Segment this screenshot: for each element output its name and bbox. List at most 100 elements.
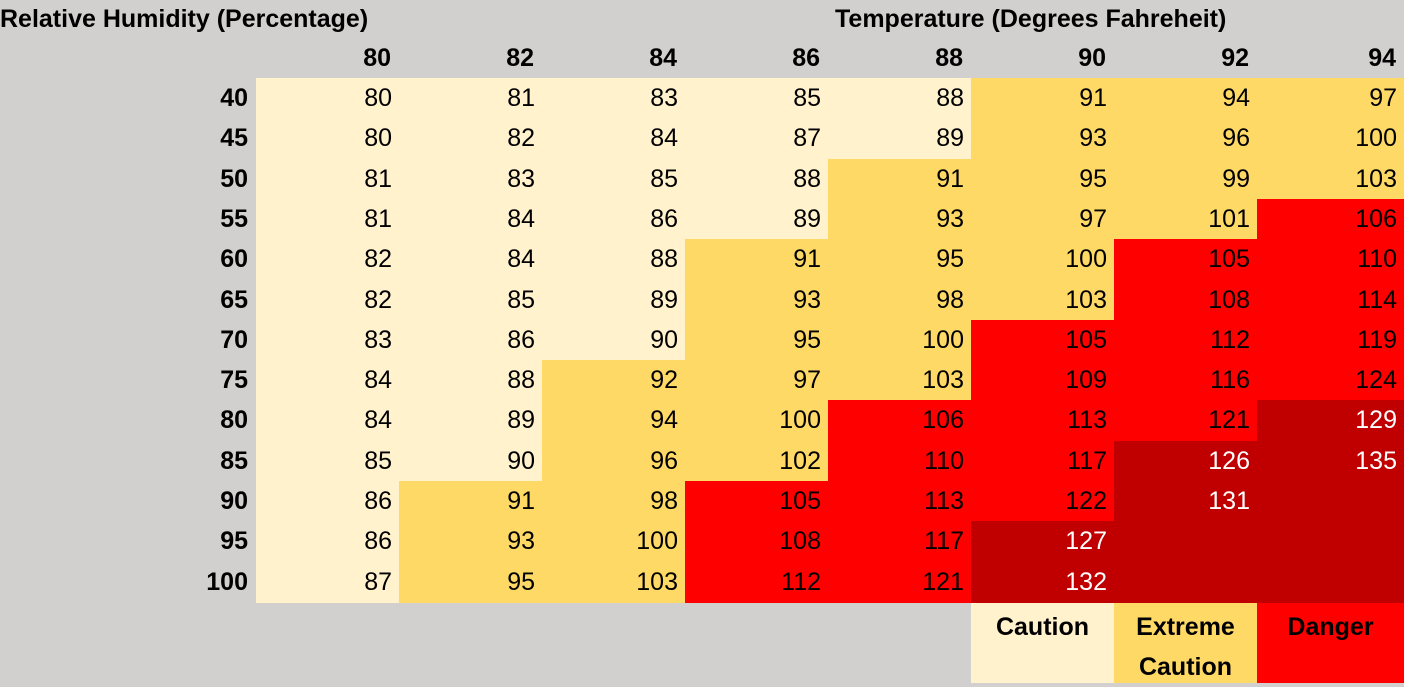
col-axis-label: Temperature (Degrees Fahreheit)	[835, 5, 1227, 33]
heat-cell-80-86: 100	[685, 400, 829, 442]
heat-cell-40-92: 94	[1114, 78, 1258, 120]
heat-cell-100-94	[1257, 561, 1404, 603]
heat-cell-50-94: 103	[1257, 158, 1404, 200]
heat-cell-50-80: 81	[256, 158, 400, 200]
heat-cell-60-86: 91	[685, 239, 829, 281]
heat-cell-45-88: 89	[828, 118, 972, 160]
heat-cell-100-92	[1114, 561, 1258, 603]
heat-cell-50-88: 91	[828, 158, 972, 200]
heat-cell-75-92: 116	[1114, 360, 1258, 402]
heat-cell-75-88: 103	[828, 360, 972, 402]
heat-cell-85-92: 126	[1114, 440, 1258, 482]
row-header-100: 100	[206, 567, 248, 596]
heat-cell-80-84: 94	[542, 400, 686, 442]
heat-cell-40-90: 91	[971, 78, 1115, 120]
heat-cell-40-82: 81	[399, 78, 543, 120]
heat-cell-50-86: 88	[685, 158, 829, 200]
heat-cell-90-82: 91	[399, 481, 543, 523]
heat-cell-50-84: 85	[542, 158, 686, 200]
heat-cell-95-86: 108	[685, 521, 829, 563]
legend-label-line: Danger	[1287, 613, 1374, 641]
heat-cell-95-80: 86	[256, 521, 400, 563]
heat-cell-95-94	[1257, 521, 1404, 563]
heat-cell-40-86: 85	[685, 78, 829, 120]
heat-cell-55-82: 84	[399, 198, 543, 241]
heat-cell-40-88: 88	[828, 78, 972, 120]
heat-cell-80-82: 89	[399, 400, 543, 442]
heat-cell-60-90: 100	[971, 239, 1115, 281]
heat-cell-85-88: 110	[828, 440, 972, 482]
heat-cell-60-92: 105	[1114, 239, 1258, 281]
heat-cell-70-84: 90	[542, 319, 686, 362]
heat-cell-95-82: 93	[399, 521, 543, 563]
heat-cell-70-88: 100	[828, 319, 972, 362]
heat-cell-65-86: 93	[685, 279, 829, 321]
heat-cell-55-88: 93	[828, 198, 972, 241]
col-header-92: 92	[1221, 44, 1249, 72]
heat-cell-55-94: 106	[1257, 198, 1404, 241]
row-axis-label: Relative Humidity (Percentage)	[0, 5, 369, 33]
col-header-90: 90	[1078, 44, 1106, 72]
col-header-82: 82	[506, 44, 534, 72]
heat-cell-45-94: 100	[1257, 118, 1404, 160]
heat-cell-60-88: 95	[828, 239, 972, 281]
col-header-88: 88	[935, 44, 963, 72]
heat-cell-70-80: 83	[256, 319, 400, 362]
heat-cell-85-82: 90	[399, 440, 543, 482]
heat-cell-100-84: 103	[542, 561, 686, 603]
heat-cell-90-94	[1257, 481, 1404, 523]
heat-cell-40-94: 97	[1257, 78, 1404, 120]
col-header-84: 84	[649, 44, 677, 72]
heat-cell-85-90: 117	[971, 440, 1115, 482]
heat-cell-85-86: 102	[685, 440, 829, 482]
heat-cell-90-84: 98	[542, 481, 686, 523]
row-header-70: 70	[220, 325, 248, 354]
legend-caution: Caution	[971, 603, 1114, 683]
heat-cell-90-90: 122	[971, 481, 1115, 523]
heat-cell-60-84: 88	[542, 239, 686, 281]
heat-cell-75-84: 92	[542, 360, 686, 402]
heat-cell-65-90: 103	[971, 279, 1115, 321]
heat-cell-55-84: 86	[542, 198, 686, 241]
heat-cell-45-92: 96	[1114, 118, 1258, 160]
heat-cell-45-90: 93	[971, 118, 1115, 160]
col-header-94: 94	[1368, 44, 1396, 72]
heat-cell-50-82: 83	[399, 158, 543, 200]
heat-cell-80-92: 121	[1114, 400, 1258, 442]
heat-cell-70-94: 119	[1257, 319, 1404, 362]
heat-cell-95-84: 100	[542, 521, 686, 563]
heat-cell-55-90: 97	[971, 198, 1115, 241]
heat-cell-75-86: 97	[685, 360, 829, 402]
heat-cell-80-90: 113	[971, 400, 1115, 442]
row-header-45: 45	[220, 124, 248, 153]
heat-cell-90-92: 131	[1114, 481, 1258, 523]
heat-cell-80-94: 129	[1257, 400, 1404, 442]
heat-cell-60-80: 82	[256, 239, 400, 281]
heat-cell-95-90: 127	[971, 521, 1115, 563]
row-header-85: 85	[220, 446, 248, 475]
row-header-75: 75	[220, 366, 248, 395]
heat-cell-55-80: 81	[256, 198, 400, 241]
heat-cell-65-94: 114	[1257, 279, 1404, 321]
heat-cell-80-80: 84	[256, 400, 400, 442]
row-header-80: 80	[220, 406, 248, 435]
heat-cell-40-80: 80	[256, 78, 400, 120]
heat-cell-70-82: 86	[399, 319, 543, 362]
heat-cell-65-80: 82	[256, 279, 400, 321]
heat-cell-60-82: 84	[399, 239, 543, 281]
row-header-40: 40	[220, 84, 248, 112]
heat-cell-90-88: 113	[828, 481, 972, 523]
heat-cell-85-80: 85	[256, 440, 400, 482]
heat-cell-75-94: 124	[1257, 360, 1404, 402]
heat-cell-80-88: 106	[828, 400, 972, 442]
heat-cell-45-82: 82	[399, 118, 543, 160]
heat-cell-100-88: 121	[828, 561, 972, 603]
heat-cell-50-90: 95	[971, 158, 1115, 200]
heat-cell-65-84: 89	[542, 279, 686, 321]
legend-danger: Danger	[1257, 603, 1404, 683]
heat-cell-70-86: 95	[685, 319, 829, 362]
heat-cell-65-82: 85	[399, 279, 543, 321]
row-header-95: 95	[220, 527, 248, 556]
col-header-80: 80	[363, 44, 391, 72]
